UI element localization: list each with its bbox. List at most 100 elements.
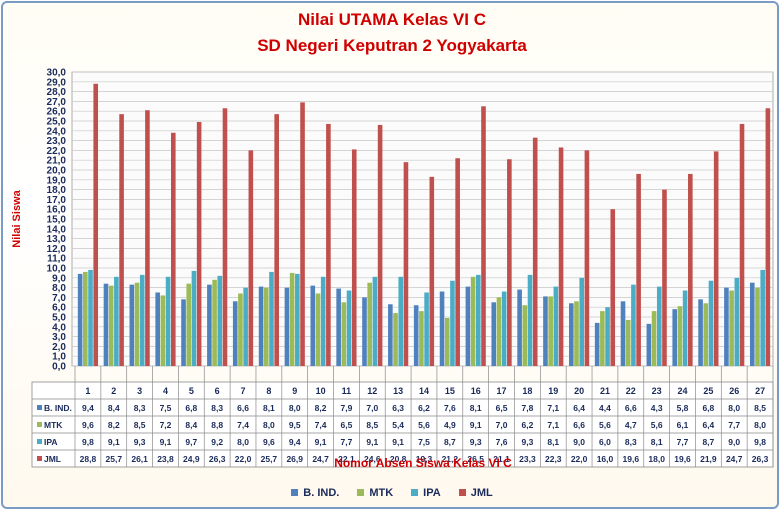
- bar-ipa: [217, 275, 223, 366]
- bar-mtk: [108, 285, 114, 366]
- bar-jml: [170, 132, 176, 366]
- data-label: 8,0: [237, 437, 249, 447]
- data-label: 21,1: [493, 454, 510, 464]
- data-label: 8,1: [651, 437, 663, 447]
- bar-mtk: [548, 296, 553, 366]
- bar-bind: [672, 309, 678, 366]
- bar-ipa: [398, 276, 404, 366]
- bar-bind: [232, 301, 238, 366]
- bar-bind: [698, 299, 703, 366]
- x-tick-label: 7: [241, 386, 246, 396]
- x-tick-label: 9: [292, 386, 297, 396]
- bar-jml: [429, 176, 435, 366]
- y-tick-label: 28,0: [47, 87, 67, 98]
- y-tick-label: 14,0: [47, 224, 67, 235]
- x-axis-label: Nomor Absen Siswa Kelas VI C: [334, 456, 512, 470]
- data-label: 7,0: [366, 403, 378, 413]
- x-tick-label: 12: [367, 386, 377, 396]
- y-tick-label: 9,0: [52, 273, 66, 284]
- data-label: 9,6: [82, 420, 94, 430]
- data-label: 8,3: [211, 403, 223, 413]
- data-label: 7,6: [444, 403, 456, 413]
- data-label: 6,4: [573, 403, 585, 413]
- table-series-label: B. IND.: [44, 403, 72, 413]
- legend-label: MTK: [369, 487, 394, 499]
- bar-jml: [610, 209, 616, 366]
- data-label: 6,8: [185, 403, 197, 413]
- data-label: 8,3: [134, 403, 146, 413]
- data-label: 8,8: [211, 420, 223, 430]
- bar-jml: [274, 114, 279, 366]
- bar-bind: [181, 299, 186, 366]
- bar-mtk: [160, 295, 166, 366]
- data-label: 19,6: [623, 454, 640, 464]
- bar-mtk: [444, 317, 450, 366]
- data-label: 9,8: [82, 437, 94, 447]
- data-label: 9,5: [289, 420, 301, 430]
- bar-ipa: [191, 270, 197, 366]
- data-label: 5,4: [392, 420, 404, 430]
- bar-bind: [77, 273, 83, 366]
- data-label: 9,4: [289, 437, 301, 447]
- y-tick-label: 3,0: [52, 332, 66, 343]
- data-label: 4,3: [651, 403, 663, 413]
- data-label: 7,6: [496, 437, 508, 447]
- bar-ipa: [631, 284, 636, 366]
- x-tick-label: 21: [600, 386, 610, 396]
- data-label: 6,0: [599, 437, 611, 447]
- bar-mtk: [263, 287, 269, 366]
- bar-jml: [765, 108, 771, 366]
- data-label: 6,6: [625, 403, 637, 413]
- table-series-label: JML: [44, 454, 61, 464]
- bar-jml: [326, 123, 331, 366]
- y-tick-label: 13,0: [47, 234, 67, 245]
- bar-mtk: [393, 313, 398, 366]
- x-tick-label: 22: [626, 386, 636, 396]
- data-label: 9,1: [108, 437, 120, 447]
- y-tick-label: 5,0: [52, 313, 66, 324]
- bar-mtk: [703, 303, 709, 366]
- y-tick-label: 20,0: [47, 166, 67, 177]
- bar-jml: [688, 173, 693, 366]
- bar-ipa: [424, 292, 429, 366]
- bar-bind: [594, 322, 600, 366]
- y-tick-label: 29,0: [47, 77, 67, 88]
- data-label: 6,5: [496, 403, 508, 413]
- bar-bind: [336, 288, 341, 366]
- bar-mtk: [651, 311, 657, 366]
- data-label: 7,7: [677, 437, 689, 447]
- y-tick-label: 25,0: [47, 117, 67, 128]
- bar-mtk: [83, 271, 88, 366]
- bar-ipa: [346, 290, 352, 366]
- bar-ipa: [527, 274, 533, 366]
- data-label: 8,4: [185, 420, 197, 430]
- y-tick-label: 26,0: [47, 107, 67, 118]
- data-label: 16,0: [597, 454, 614, 464]
- data-label: 28,8: [80, 454, 97, 464]
- data-label: 9,3: [134, 437, 146, 447]
- bar-bind: [620, 301, 626, 366]
- data-label: 19,3: [416, 454, 433, 464]
- y-axis-label: Nilai Siswa: [11, 189, 23, 247]
- y-tick-label: 19,0: [47, 175, 67, 186]
- bar-bind: [284, 287, 290, 366]
- data-label: 8,7: [702, 437, 714, 447]
- x-tick-label: 11: [342, 386, 352, 396]
- data-label: 20,8: [390, 454, 407, 464]
- data-label: 26,1: [131, 454, 148, 464]
- bar-jml: [558, 147, 564, 366]
- bar-ipa: [450, 280, 455, 366]
- x-tick-label: 20: [574, 386, 584, 396]
- bar-ipa: [682, 290, 688, 366]
- bar-mtk: [238, 293, 243, 366]
- x-tick-label: 23: [652, 386, 662, 396]
- bar-ipa: [656, 286, 662, 366]
- bar-bind: [155, 292, 160, 366]
- data-label: 8,3: [625, 437, 637, 447]
- data-label: 4,9: [444, 420, 456, 430]
- data-label: 8,1: [470, 403, 482, 413]
- data-label: 7,4: [237, 420, 249, 430]
- data-label: 26,3: [209, 454, 226, 464]
- bar-jml: [196, 121, 202, 366]
